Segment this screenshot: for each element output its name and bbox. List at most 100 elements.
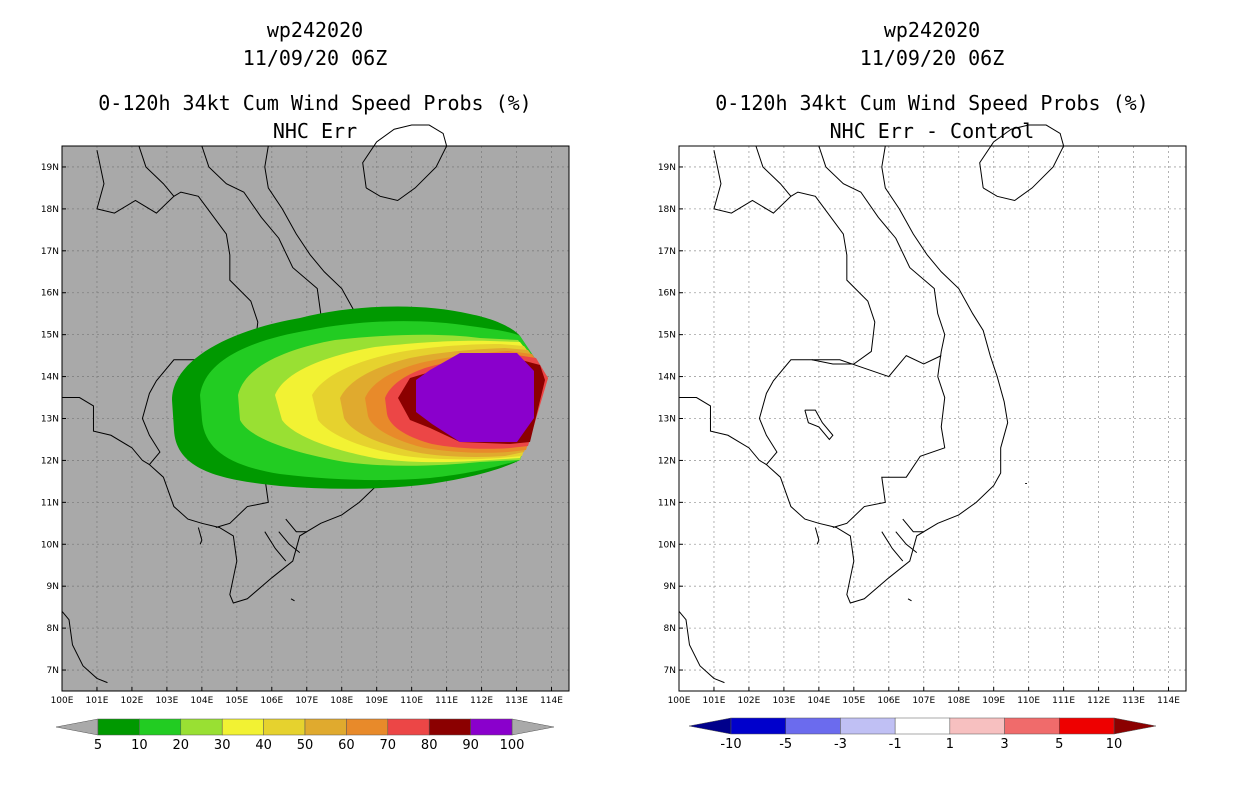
coastline xyxy=(903,519,924,532)
colorbar-swatch xyxy=(840,717,896,735)
y-tick-label: 11N xyxy=(658,498,676,508)
x-tick-label: 114E xyxy=(1157,696,1180,706)
left-probability-contours xyxy=(172,306,548,489)
x-tick-label: 110E xyxy=(400,696,423,706)
coastline xyxy=(819,146,945,377)
x-tick-label: 111E xyxy=(435,696,458,706)
x-tick-label: 104E xyxy=(190,696,213,706)
colorbar-swatch xyxy=(97,718,140,736)
left-title-storm: wp242020 xyxy=(266,18,364,42)
coastline xyxy=(363,125,447,200)
coastline xyxy=(980,125,1064,200)
y-tick-label: 16N xyxy=(41,289,59,299)
coastline xyxy=(815,528,818,545)
x-tick-label: 100E xyxy=(51,696,74,706)
colorbar-swatch xyxy=(470,718,513,736)
colorbar-swatch xyxy=(1059,717,1115,735)
coastline xyxy=(286,519,307,532)
coastline xyxy=(882,532,903,561)
x-tick-label: 109E xyxy=(365,696,388,706)
right-coastlines xyxy=(679,125,1064,683)
x-tick-label: 101E xyxy=(86,696,109,706)
x-tick-label: 105E xyxy=(842,696,865,706)
left-colorbar: 5 10 20 30 40 50 60 70 80 90 100 xyxy=(55,718,555,753)
y-tick-label: 9N xyxy=(47,582,59,592)
colorbar-under-arrow xyxy=(55,718,99,736)
y-tick-label: 17N xyxy=(658,247,676,257)
left-map-panel: 100E 101E 102E 103E 104E 105E 106E 107E 108E 109E… xyxy=(41,125,570,753)
colorbar-swatch xyxy=(785,717,841,735)
x-tick-label: 110E xyxy=(1017,696,1040,706)
y-tick-label: 13N xyxy=(41,415,59,425)
colorbar-label: -5 xyxy=(779,737,792,752)
y-tick-label: 12N xyxy=(658,456,676,466)
y-tick-label: 12N xyxy=(41,456,59,466)
coastline xyxy=(679,611,724,682)
colorbar-swatch xyxy=(949,717,1005,735)
y-tick-label: 19N xyxy=(41,163,59,173)
right-x-axis: 100E 101E 102E 103E 104E 105E 106E 107E 108E 109E… xyxy=(668,687,1180,706)
colorbar-label: 20 xyxy=(173,738,190,753)
colorbar-label: -3 xyxy=(834,737,847,752)
colorbar-swatch xyxy=(221,718,264,736)
contour-100 xyxy=(416,353,534,442)
colorbar-label: 5 xyxy=(1055,737,1063,752)
coastline xyxy=(291,599,294,601)
coastline xyxy=(679,398,766,465)
coastline xyxy=(198,528,201,545)
y-tick-label: 16N xyxy=(658,289,676,299)
x-tick-label: 108E xyxy=(947,696,970,706)
coastline xyxy=(62,398,149,465)
left-y-axis: 7N 8N 9N 10N 11N 12N 13N 14N 15N 16N 17N 18N 19N xyxy=(41,163,66,676)
y-tick-label: 18N xyxy=(41,205,59,215)
coastline xyxy=(896,532,917,553)
right-grid-lines xyxy=(679,146,1186,691)
x-tick-label: 108E xyxy=(330,696,353,706)
colorbar-label: 70 xyxy=(380,738,397,753)
coastline xyxy=(279,532,300,553)
x-tick-label: 107E xyxy=(912,696,935,706)
colorbar-swatch xyxy=(139,718,182,736)
right-colorbar: -10 -5 -3 -1 1 3 5 10 xyxy=(688,717,1157,752)
x-tick-label: 104E xyxy=(807,696,830,706)
x-tick-label: 114E xyxy=(540,696,563,706)
colorbar-label: 60 xyxy=(338,738,355,753)
colorbar-label: 3 xyxy=(1000,737,1008,752)
coastline-group xyxy=(679,125,1064,683)
coastline xyxy=(812,356,941,377)
x-tick-label: 112E xyxy=(470,696,493,706)
right-title-product: 0-120h 34kt Cum Wind Speed Probs (%) xyxy=(715,91,1149,115)
x-tick-label: 111E xyxy=(1052,696,1075,706)
x-tick-label: 103E xyxy=(772,696,795,706)
x-tick-label: 101E xyxy=(703,696,726,706)
coastline xyxy=(756,146,791,196)
colorbar-swatch xyxy=(263,718,306,736)
colorbar-swatch xyxy=(428,718,471,736)
colorbar-swatch xyxy=(894,717,951,735)
left-grid-lines xyxy=(62,146,569,691)
x-tick-label: 106E xyxy=(877,696,900,706)
coastline xyxy=(139,146,174,196)
colorbar-label: 50 xyxy=(297,738,314,753)
colorbar-label: -1 xyxy=(889,737,902,752)
left-title-model: NHC Err xyxy=(272,119,358,143)
x-tick-label: 102E xyxy=(737,696,760,706)
right-title-model: NHC Err - Control xyxy=(829,119,1035,143)
y-tick-label: 7N xyxy=(664,666,676,676)
x-tick-label: 109E xyxy=(982,696,1005,706)
x-tick-label: 106E xyxy=(260,696,283,706)
x-tick-label: 103E xyxy=(155,696,178,706)
colorbar-label: 10 xyxy=(131,738,148,753)
colorbar-label: 80 xyxy=(421,738,438,753)
right-map-frame xyxy=(678,145,1187,692)
y-tick-label: 8N xyxy=(47,624,59,634)
colorbar-label: 5 xyxy=(94,738,102,753)
colorbar-over-arrow xyxy=(1113,717,1157,735)
right-y-axis: 7N 8N 9N 10N 11N 12N 13N 14N 15N 16N 17N 18N 19N xyxy=(658,163,683,676)
coastline xyxy=(908,599,911,601)
right-map-panel: 100E 101E 102E 103E 104E 105E 106E 107E 108E 109E… xyxy=(658,125,1187,752)
colorbar-swatch xyxy=(1004,717,1060,735)
y-tick-label: 10N xyxy=(41,540,59,550)
x-tick-label: 112E xyxy=(1087,696,1110,706)
y-tick-label: 13N xyxy=(658,415,676,425)
